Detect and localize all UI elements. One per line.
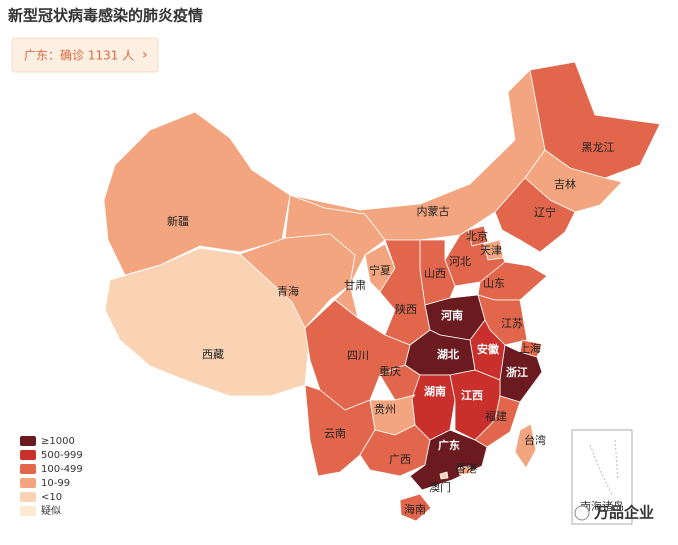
province-label: 江西: [461, 388, 483, 402]
province-label: 甘肃: [344, 279, 366, 292]
province-label: 浙江: [506, 365, 528, 379]
province-label: 内蒙古: [417, 204, 450, 218]
province-label: 贵州: [374, 403, 396, 416]
province-label: 宁夏: [369, 263, 391, 277]
province-label: 黑龙江: [582, 141, 615, 154]
province-label: 北京: [466, 229, 488, 243]
province-label: 重庆: [379, 364, 401, 378]
legend-swatch: [20, 450, 36, 460]
province: [457, 465, 473, 476]
province-label: 福建: [485, 409, 507, 423]
province-label: 香港: [455, 462, 477, 475]
inset-label: 南海诸岛: [580, 499, 624, 513]
badge-text: 广东：确诊 1131 人: [24, 49, 134, 63]
province-label: 海南: [404, 502, 426, 516]
province-label: 四川: [347, 349, 369, 362]
badge-box: [11, 37, 159, 73]
legend-label: 10-99: [41, 478, 70, 489]
badge[interactable]: 广东：确诊 1131 人 ›: [11, 37, 159, 73]
province-label: 河北: [449, 255, 471, 268]
province-label: 广东: [438, 438, 460, 452]
legend-swatch: [20, 436, 36, 446]
legend-swatch: [20, 464, 36, 474]
legend-label: 100-499: [41, 464, 83, 475]
province-label: 吉林: [554, 177, 576, 191]
inset-box: [571, 429, 633, 525]
province-label: 山西: [424, 267, 446, 280]
province: [494, 177, 576, 253]
province-label: 青海: [277, 284, 299, 298]
inset-islands: [589, 439, 619, 496]
province-label: 湖南: [424, 384, 446, 398]
province: [439, 471, 449, 480]
provinces: [103, 61, 661, 522]
province-label: 湖北: [437, 347, 459, 361]
legend-swatch: [20, 492, 36, 502]
province-label: 云南: [324, 427, 346, 440]
province: [103, 111, 291, 276]
watermark-icon: [574, 505, 590, 521]
province-label: 山东: [483, 277, 505, 290]
province-label: 河南: [441, 308, 463, 322]
province-label: 广西: [389, 453, 411, 466]
legend-swatch: [20, 478, 36, 488]
province-label: 安徽: [477, 342, 500, 356]
province: [514, 423, 537, 469]
province-label: 澳门: [429, 480, 451, 494]
province: [399, 493, 432, 522]
legend: ≥1000 500-999 100-499 10-99 <10 疑似: [20, 436, 83, 517]
province-label: 西藏: [202, 348, 224, 361]
legend-label: 疑似: [41, 505, 61, 517]
badge-arrow: ›: [142, 47, 148, 63]
legend-swatch: [20, 506, 36, 516]
legend-label: ≥1000: [41, 436, 75, 447]
province-label: 陕西: [395, 302, 417, 316]
province-label: 江苏: [501, 317, 523, 330]
legend-label: <10: [41, 492, 62, 503]
legend-label: 500-999: [41, 450, 83, 461]
title: 新型冠状病毒感染的肺炎疫情: [8, 7, 203, 25]
province-label: 上海: [519, 341, 541, 355]
province-label: 台湾: [524, 433, 546, 447]
province: [104, 247, 311, 397]
province-label: 天津: [480, 244, 502, 257]
province-label: 辽宁: [534, 205, 556, 219]
province-label: 新疆: [167, 214, 189, 228]
watermark: 万品企业: [593, 504, 654, 522]
